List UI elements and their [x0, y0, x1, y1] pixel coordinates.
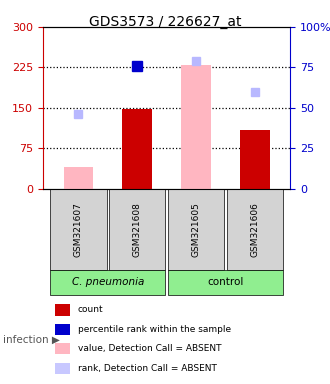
Text: value, Detection Call = ABSENT: value, Detection Call = ABSENT: [78, 344, 221, 353]
Text: GSM321605: GSM321605: [192, 202, 201, 257]
Text: GSM321606: GSM321606: [250, 202, 259, 257]
Bar: [55, 305, 70, 316]
Text: GSM321607: GSM321607: [74, 202, 83, 257]
Text: rank, Detection Call = ABSENT: rank, Detection Call = ABSENT: [78, 364, 216, 373]
Bar: [63, 167, 93, 189]
Bar: [55, 362, 70, 374]
FancyBboxPatch shape: [227, 189, 283, 270]
FancyBboxPatch shape: [168, 270, 283, 295]
Text: GDS3573 / 226627_at: GDS3573 / 226627_at: [89, 15, 241, 29]
FancyBboxPatch shape: [50, 270, 165, 295]
Bar: [122, 109, 152, 189]
Text: percentile rank within the sample: percentile rank within the sample: [78, 325, 231, 334]
Text: GSM321608: GSM321608: [133, 202, 142, 257]
Text: count: count: [78, 306, 103, 314]
Bar: [240, 131, 270, 189]
Text: infection ▶: infection ▶: [3, 335, 60, 345]
FancyBboxPatch shape: [50, 189, 107, 270]
FancyBboxPatch shape: [168, 189, 224, 270]
Text: control: control: [207, 278, 244, 288]
Bar: [182, 65, 211, 189]
FancyBboxPatch shape: [109, 189, 165, 270]
Text: C. pneumonia: C. pneumonia: [72, 278, 144, 288]
Bar: [55, 343, 70, 354]
Bar: [55, 324, 70, 335]
